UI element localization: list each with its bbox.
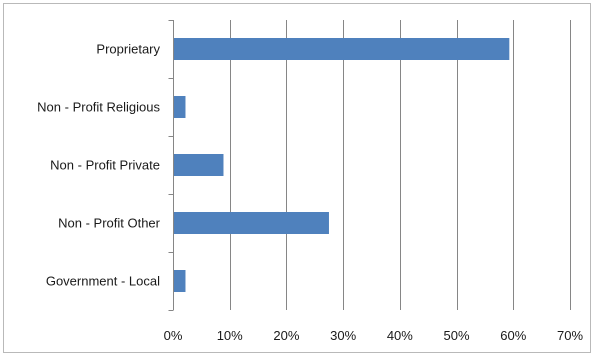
category-label-0: Proprietary xyxy=(96,42,160,57)
x-tick-label-4: 40% xyxy=(387,328,413,343)
category-label-4: Government - Local xyxy=(46,274,160,289)
chart-area xyxy=(3,3,591,353)
x-tick-label-0: 0% xyxy=(164,328,183,343)
bar-1 xyxy=(174,96,186,118)
bar-0 xyxy=(174,38,510,60)
x-tick-label-1: 10% xyxy=(217,328,243,343)
category-label-1: Non - Profit Religious xyxy=(37,100,160,115)
x-tick-label-3: 30% xyxy=(330,328,356,343)
category-label-3: Non - Profit Other xyxy=(58,216,161,231)
x-tick-label-5: 50% xyxy=(444,328,470,343)
x-tick-label-2: 20% xyxy=(273,328,299,343)
x-tick-label-6: 60% xyxy=(500,328,526,343)
x-tick-label-7: 70% xyxy=(557,328,583,343)
bar-3 xyxy=(174,212,329,234)
category-label-2: Non - Profit Private xyxy=(50,158,160,173)
bar-2 xyxy=(174,154,224,176)
bar-4 xyxy=(174,270,186,292)
